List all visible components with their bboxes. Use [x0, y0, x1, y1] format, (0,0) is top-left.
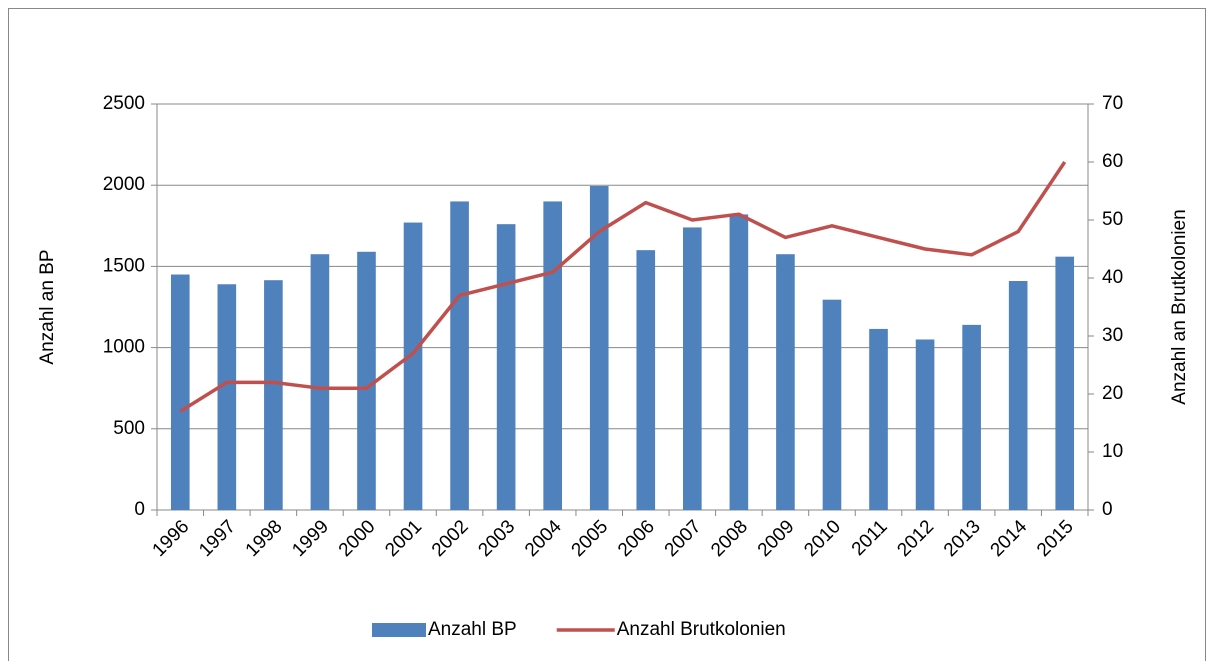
bar — [450, 201, 469, 510]
x-tick-label: 2012 — [893, 516, 938, 561]
y-tick-label: 1000 — [103, 337, 145, 358]
bar — [589, 186, 609, 510]
x-tick-label: 2002 — [428, 516, 473, 561]
bar — [962, 324, 981, 510]
x-tick-label: 2007 — [661, 516, 706, 561]
bar — [543, 201, 562, 510]
bar — [357, 251, 376, 510]
x-tick-label: 2008 — [707, 516, 752, 561]
bar — [403, 222, 423, 510]
y2-tick-label: 50 — [1102, 209, 1123, 230]
x-tick-label: 1997 — [195, 516, 240, 561]
y-tick-label: 2000 — [103, 174, 145, 195]
x-tick-label: 2004 — [521, 516, 566, 561]
legend-swatch — [372, 623, 426, 637]
bar — [869, 328, 888, 510]
x-tick-label: 2010 — [800, 516, 845, 561]
bar — [310, 254, 330, 510]
bar — [915, 339, 935, 510]
x-tick-label: 2015 — [1033, 516, 1078, 561]
x-tick-label: 2011 — [848, 516, 892, 560]
y-tick-label: 500 — [113, 418, 145, 439]
bar — [170, 274, 190, 510]
x-tick-label: 1998 — [242, 516, 287, 561]
chart-frame — [8, 8, 1206, 666]
x-tick-label: 1999 — [288, 516, 333, 561]
bar — [217, 284, 237, 510]
y2-axis-title: Anzahl an Brutkolonien — [1169, 209, 1190, 404]
x-tick-label: 2005 — [568, 516, 613, 561]
x-tick-label: 2003 — [474, 516, 519, 561]
x-tick-label: 2009 — [754, 516, 799, 561]
y2-tick-label: 30 — [1102, 325, 1123, 346]
y2-tick-label: 10 — [1102, 441, 1123, 462]
x-tick-label: 2006 — [614, 516, 659, 561]
y-tick-label: 0 — [134, 499, 145, 520]
bar — [636, 250, 656, 510]
line — [179, 161, 1067, 413]
y2-tick-label: 20 — [1102, 383, 1123, 404]
bar — [822, 299, 842, 510]
bar — [683, 227, 702, 510]
y2-tick-label: 0 — [1102, 499, 1113, 520]
x-tick-label: 2013 — [940, 516, 985, 561]
y-tick-label: 1500 — [103, 255, 145, 276]
bar — [776, 254, 795, 510]
legend-label: Anzahl BP — [428, 619, 517, 640]
x-tick-label: 2001 — [381, 516, 426, 561]
y2-tick-label: 70 — [1102, 93, 1123, 114]
bar — [1055, 256, 1075, 510]
legend-label: Anzahl Brutkolonien — [617, 619, 786, 640]
bar — [729, 214, 749, 510]
x-tick-label: 2000 — [335, 516, 380, 561]
y2-tick-label: 40 — [1102, 267, 1123, 288]
y-tick-label: 2500 — [103, 93, 145, 114]
x-tick-label: 2014 — [987, 516, 1032, 561]
bar — [496, 224, 516, 510]
y2-tick-label: 60 — [1102, 151, 1123, 172]
bar — [264, 280, 283, 510]
bar — [1008, 281, 1028, 510]
y-axis-title: Anzahl an BP — [37, 249, 58, 364]
x-tick-label: 1996 — [149, 516, 194, 561]
